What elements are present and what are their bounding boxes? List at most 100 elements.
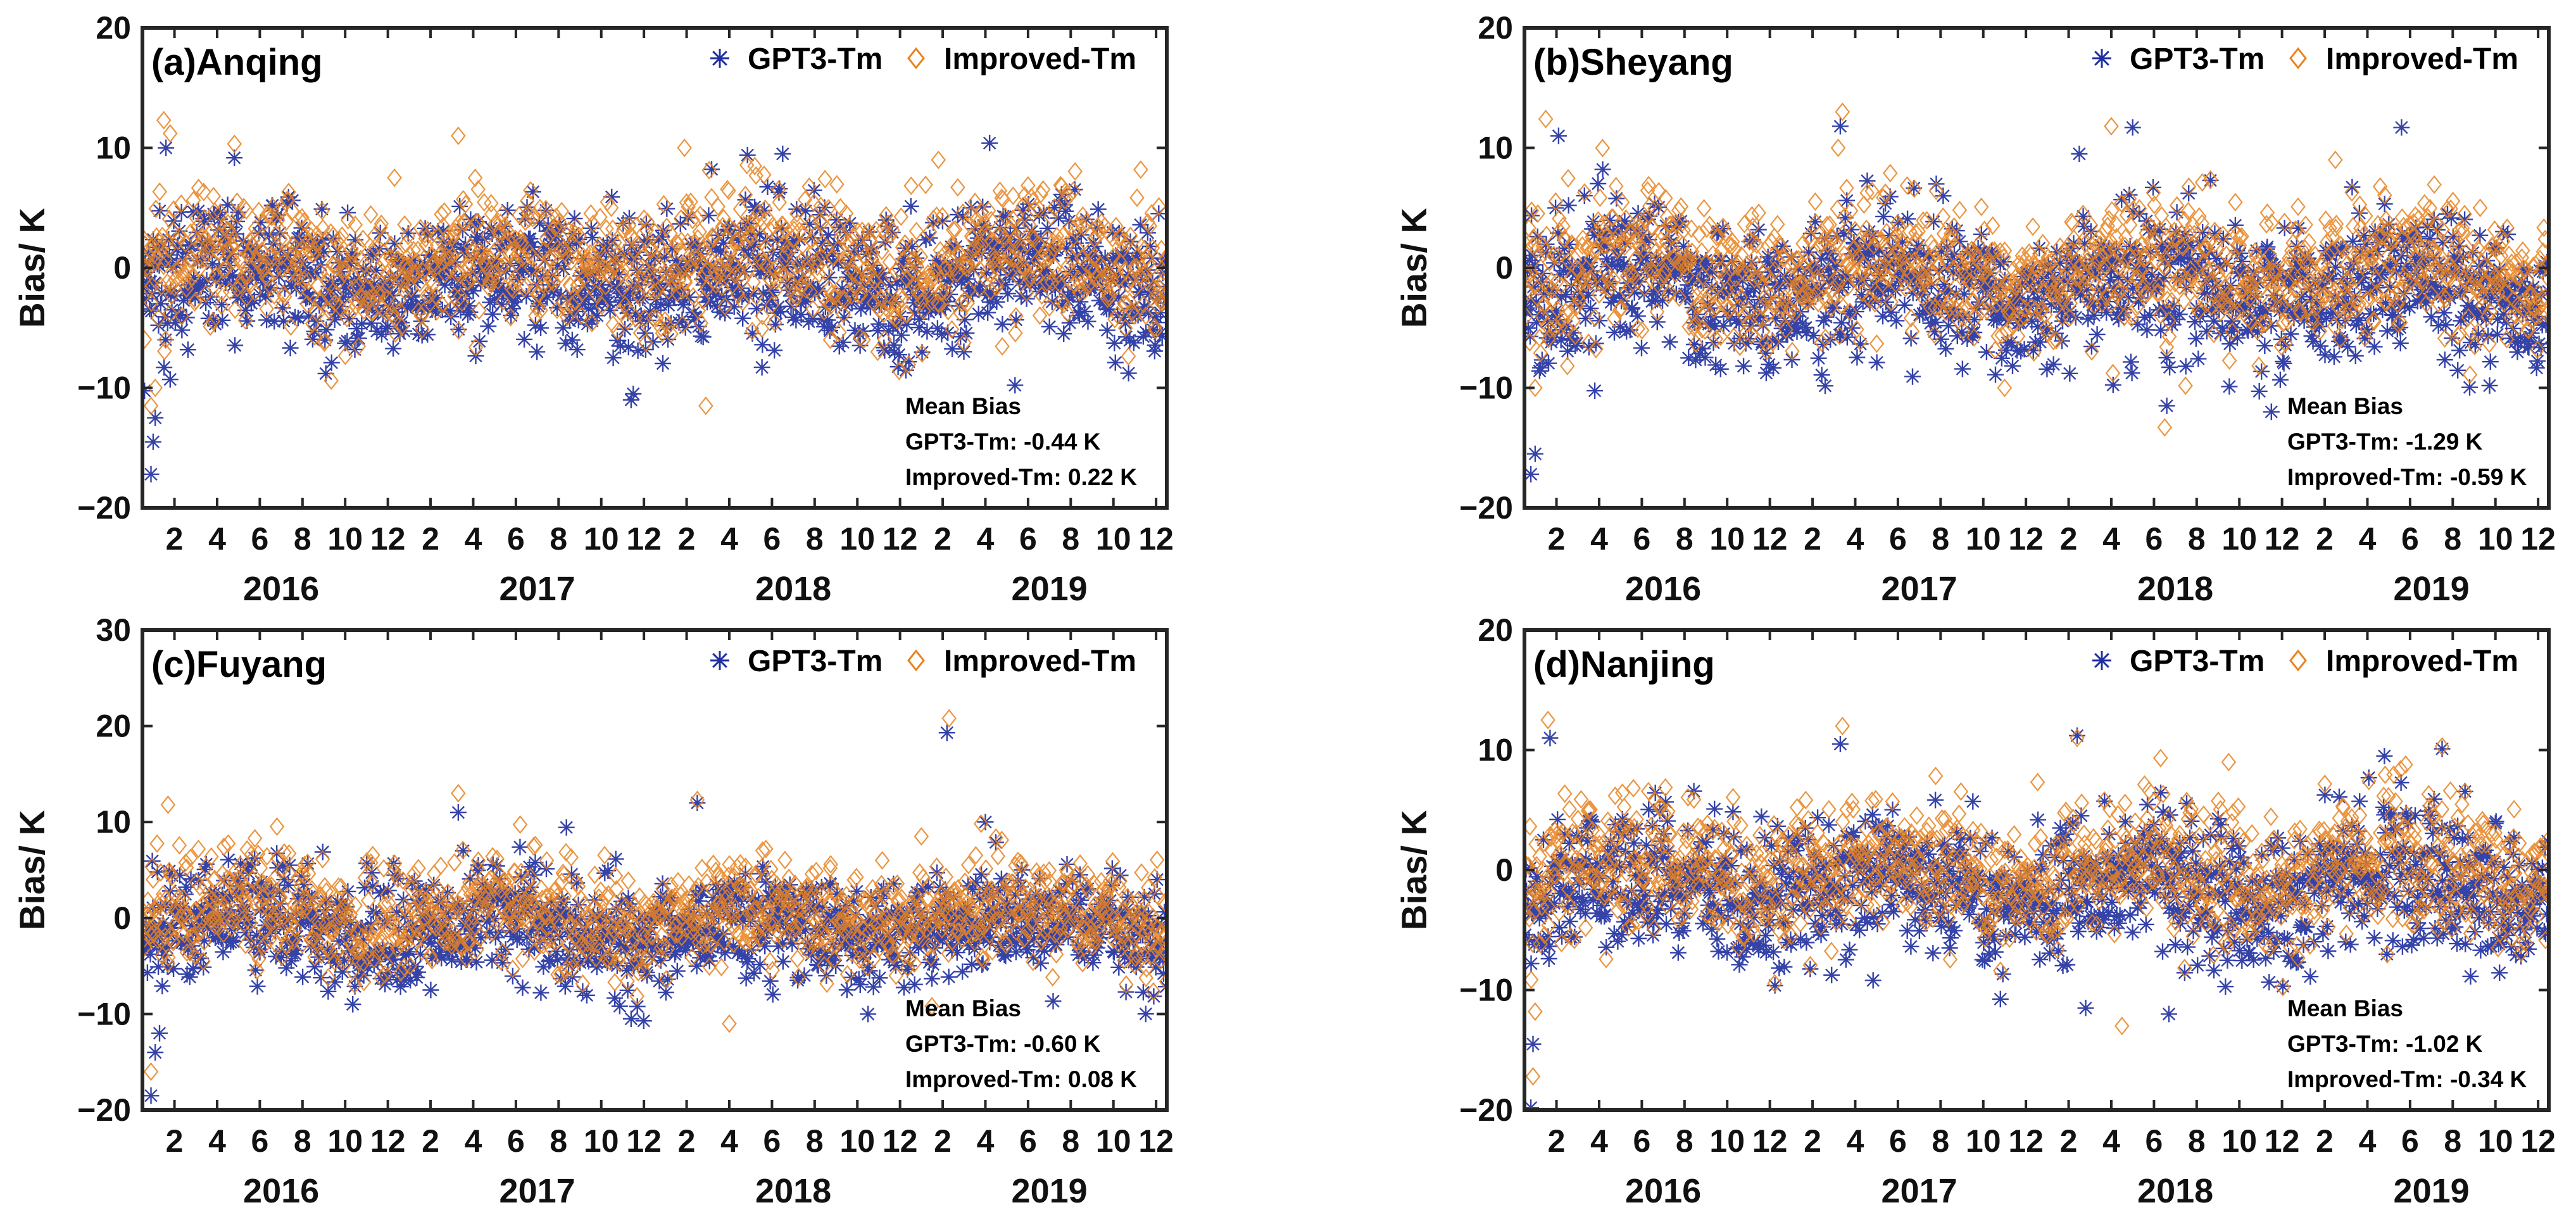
x-tick-label: 4 (977, 521, 995, 557)
x-tick-label: 6 (251, 521, 268, 557)
y-tick-label: 0 (1495, 250, 1513, 286)
mean-bias-annotation: Mean Bias GPT3-Tm: -0.44 K Improved-Tm: 0.… (905, 393, 1137, 490)
y-tick-label: −20 (77, 490, 131, 526)
y-tick-label: 20 (96, 709, 131, 744)
y-axis-title: Bias/ K (12, 810, 52, 930)
year-label: 2017 (1882, 570, 1957, 608)
x-tick-label: 10 (1096, 1123, 1131, 1159)
x-tick-label: 10 (1709, 1123, 1745, 1159)
x-tick-label: 4 (208, 1123, 226, 1159)
mean-bias-annotation: Mean Bias GPT3-Tm: -1.29 K Improved-Tm: -0… (2287, 393, 2527, 490)
annotation-line: GPT3-Tm: -0.60 K (905, 1031, 1101, 1057)
x-tick-label: 2 (1804, 521, 1821, 557)
x-tick-label: 6 (1889, 521, 1907, 557)
x-tick-label: 2 (1804, 1123, 1821, 1159)
legend-label-gpt3: GPT3-Tm (748, 42, 883, 76)
x-tick-label: 10 (584, 521, 619, 557)
x-tick-label: 4 (1590, 521, 1608, 557)
x-tick-label: 8 (1062, 521, 1079, 557)
x-tick-label: 2 (2316, 521, 2334, 557)
annotation-line: Improved-Tm: 0.08 K (905, 1066, 1137, 1092)
annotation-line: GPT3-Tm: -1.02 K (2287, 1031, 2483, 1057)
x-tick-label: 8 (1062, 1123, 1079, 1159)
year-label: 2018 (755, 570, 831, 608)
x-tick-label: 2 (2316, 1123, 2334, 1159)
x-tick-label: 12 (2008, 1123, 2044, 1159)
legend: GPT3-Tm Improved-Tm (710, 42, 1136, 76)
year-label: 2019 (2394, 1172, 2470, 1210)
x-tick-label: 10 (2478, 1123, 2513, 1159)
panel-title: (d)Nanjing (1533, 644, 1715, 685)
y-tick-label: −10 (1459, 973, 1513, 1008)
mean-bias-annotation: Mean Bias GPT3-Tm: -1.02 K Improved-Tm: -0… (2287, 995, 2527, 1092)
y-tick-label: 0 (113, 900, 131, 936)
x-tick-label: 8 (806, 521, 824, 557)
legend-marker-gpt3 (2092, 49, 2111, 68)
mean-bias-annotation: Mean Bias GPT3-Tm: -0.60 K Improved-Tm: 0.… (905, 995, 1137, 1092)
year-label: 2019 (1012, 570, 1088, 608)
x-tick-label: 12 (883, 521, 918, 557)
year-label: 2016 (1625, 570, 1701, 608)
y-axis: −20 −10 0 10 20 (1459, 612, 2549, 1128)
y-tick-label: −20 (1459, 1092, 1513, 1128)
x-tick-label: 12 (626, 1123, 662, 1159)
x-tick-label: 6 (1633, 1123, 1650, 1159)
x-tick-label: 6 (1019, 521, 1037, 557)
y-tick-label: −10 (77, 370, 131, 406)
x-tick-label: 2 (2060, 1123, 2078, 1159)
annotation-line: GPT3-Tm: -0.44 K (905, 429, 1101, 455)
x-tick-label: 12 (2520, 1123, 2556, 1159)
x-tick-label: 8 (550, 521, 567, 557)
x-tick-label: 12 (1138, 521, 1174, 557)
x-tick-label: 8 (294, 1123, 311, 1159)
x-tick-label: 10 (839, 1123, 875, 1159)
legend: GPT3-Tm Improved-Tm (710, 645, 1136, 678)
annotation-line: Mean Bias (2287, 393, 2403, 419)
legend-marker-improved (2289, 47, 2307, 70)
x-tick-label: 12 (2265, 1123, 2300, 1159)
x-tick-label: 10 (1966, 521, 2001, 557)
y-tick-label: 0 (1495, 852, 1513, 888)
legend-label-improved: Improved-Tm (944, 645, 1136, 678)
annotation-line: Mean Bias (2287, 995, 2403, 1021)
x-tick-label: 12 (370, 521, 406, 557)
x-tick-label: 6 (507, 521, 525, 557)
x-tick-label: 2 (422, 521, 439, 557)
x-tick-label: 12 (626, 521, 662, 557)
x-tick-label: 12 (1752, 521, 1788, 557)
axes-box (141, 628, 1169, 1112)
x-tick-label: 8 (2444, 1123, 2461, 1159)
y-axis: −20 −10 0 10 20 (1459, 10, 2549, 526)
y-tick-label: 10 (1478, 130, 1513, 166)
x-tick-label: 6 (763, 1123, 781, 1159)
x-tick-label: 2 (166, 521, 184, 557)
x-tick-label: 10 (839, 521, 875, 557)
x-tick-label: 10 (2221, 521, 2257, 557)
y-tick-label: −10 (77, 996, 131, 1032)
x-tick-label: 4 (1847, 521, 1864, 557)
annotation-line: Improved-Tm: 0.22 K (905, 464, 1137, 490)
year-label: 2017 (1882, 1172, 1957, 1210)
x-tick-label: 8 (294, 521, 311, 557)
y-tick-label: 20 (1478, 10, 1513, 46)
y-axis-title: Bias/ K (12, 208, 52, 328)
x-tick-label: 2 (166, 1123, 184, 1159)
x-tick-label: 10 (1966, 1123, 2001, 1159)
x-tick-label: 2 (934, 1123, 952, 1159)
x-tick-label: 8 (2188, 1123, 2206, 1159)
legend-marker-improved (907, 649, 925, 672)
y-tick-label: 20 (1478, 612, 1513, 648)
x-tick-label: 2 (934, 521, 952, 557)
x-tick-label: 2 (678, 521, 696, 557)
y-tick-label: 10 (1478, 733, 1513, 768)
y-tick-label: −20 (77, 1092, 131, 1128)
x-tick-label: 4 (465, 1123, 482, 1159)
x-tick-label: 4 (208, 521, 226, 557)
x-tick-label: 8 (550, 1123, 567, 1159)
x-tick-label: 6 (2145, 1123, 2163, 1159)
x-tick-label: 4 (465, 521, 482, 557)
